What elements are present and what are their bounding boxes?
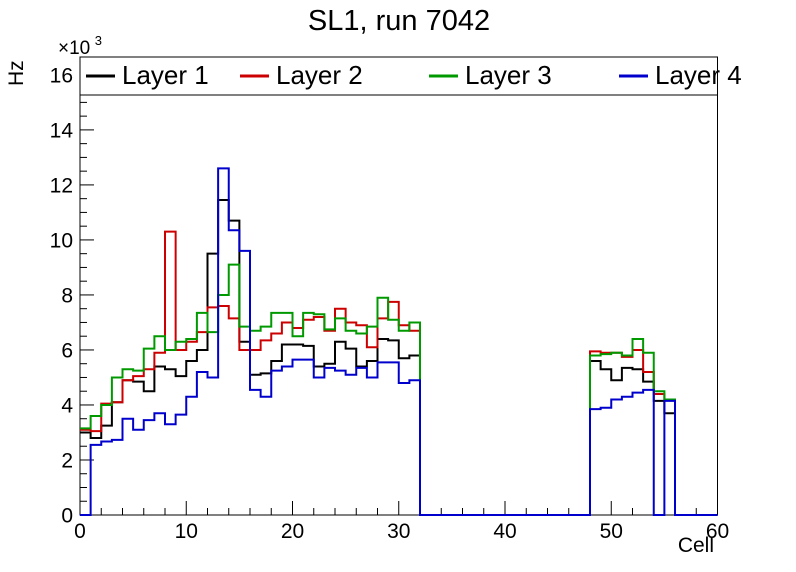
x-tick-label: 10 [175,520,198,543]
legend-label: Layer 4 [655,60,742,90]
series-path-layer-2 [80,230,718,516]
legend-entry-layer-1: Layer 1 [86,60,209,90]
x-tick-label: 60 [706,520,729,543]
legend-label: Layer 2 [276,60,363,90]
legend-entry-layer-2: Layer 2 [240,60,363,90]
y-tick-label: 16 [50,64,73,87]
y-tick-label: 0 [61,505,73,528]
x-tick-label: 20 [281,520,304,543]
x-tick-label: 30 [387,520,410,543]
plot-frame [79,56,718,516]
legend-label: Layer 3 [465,60,552,90]
y-tick-label: 12 [50,174,73,197]
y-tick-label: 14 [50,119,74,142]
axis-ticks-group: 0 10 20 30 40 50 60 0 2 4 6 8 10 12 14 16 [50,60,729,543]
x-tick-label: 50 [600,520,623,543]
y-tick-label: 2 [61,449,73,472]
x-tick-label: 40 [493,520,516,543]
legend-label: Layer 1 [122,60,209,90]
legend-entry-layer-4: Layer 4 [619,60,742,90]
plot-frame-group [79,56,718,516]
y-tick-label: 10 [50,229,73,252]
legend-box [79,56,718,96]
legend-entry-layer-3: Layer 3 [429,60,552,90]
series-path-layer-3 [80,263,718,516]
y-axis-title: Hz [5,60,28,86]
x-axis-title: Cell [678,534,714,557]
page-title: SL1, run 7042 [308,5,490,37]
y-tick-label: 6 [61,339,73,362]
series-path-layer-1 [80,199,718,516]
y-tick-label: 4 [61,394,73,417]
series-group [80,167,718,516]
legend-group: Layer 1 Layer 2 Layer 3 Layer 4 [79,56,742,96]
tick-marks [79,60,718,516]
series-path-layer-4 [80,167,718,516]
y-axis-multiplier: ×10 3 [58,33,102,59]
y-tick-label: 8 [61,284,73,307]
x-tick-label: 0 [74,520,86,543]
